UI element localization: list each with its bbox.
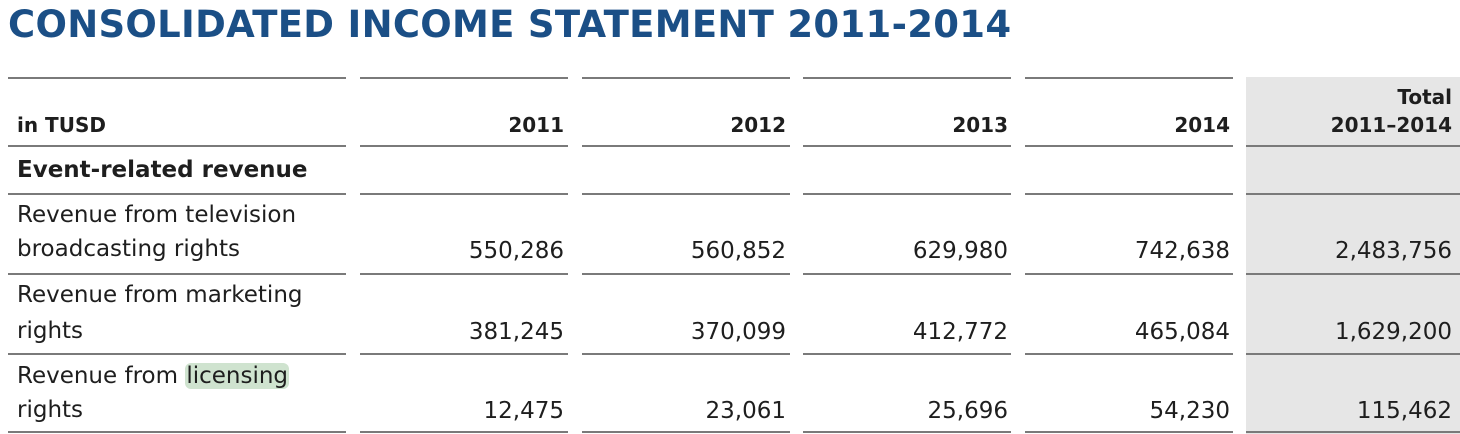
table-rule [582,193,790,195]
page-title: CONSOLIDATED INCOME STATEMENT 2011-2014 [8,3,1012,46]
row-label: rights [17,318,84,344]
table-rule [8,353,346,355]
table-rule [8,431,346,433]
table-rule [1025,193,1233,195]
row-label: Revenue from television [17,202,297,228]
row-label: Revenue from licensing [17,359,290,394]
table-rule [360,193,568,195]
row-label: Revenue from marketing [17,282,303,308]
table-rule [1025,353,1233,355]
table-rule [803,193,1011,195]
table-rule [360,273,568,275]
table-rule [582,353,790,355]
row-label-prefix: Revenue from [17,363,186,389]
cell-value: 629,980 [912,238,1008,264]
table-rule [803,431,1011,433]
table-rule [803,353,1011,355]
cell-value: 560,852 [690,238,786,264]
cell-value: 742,638 [1134,238,1230,264]
table-rule [360,145,568,147]
table-rule [1246,193,1460,195]
column-header-total: Total [1397,85,1452,109]
table-rule [8,193,346,195]
table-rule [582,145,790,147]
column-header-2014: 2014 [1174,113,1230,137]
highlighted-word: licensing [185,363,290,389]
table-rule [803,77,1011,79]
row-label: rights [17,397,84,423]
section-header: Event-related revenue [17,157,308,183]
cell-value: 465,084 [1134,319,1230,345]
unit-label: in TUSD [17,113,106,137]
cell-value: 381,245 [468,319,564,345]
table-rule [582,77,790,79]
table-rule [1025,77,1233,79]
table-rule [360,77,568,79]
cell-total: 1,629,200 [1334,319,1452,345]
table-rule [803,273,1011,275]
cell-total: 115,462 [1356,398,1452,424]
table-rule [8,145,346,147]
row-label: broadcasting rights [17,236,240,262]
cell-value: 23,061 [705,398,786,424]
cell-total: 2,483,756 [1334,238,1452,264]
cell-value: 550,286 [468,238,564,264]
table-rule [582,273,790,275]
table-rule [1246,431,1460,433]
table-rule [1025,145,1233,147]
table-rule [582,431,790,433]
table-rule [360,353,568,355]
cell-value: 12,475 [483,398,564,424]
table-rule [1246,353,1460,355]
table-rule [1025,431,1233,433]
total-column-background [1246,77,1460,434]
table-rule [803,145,1011,147]
cell-value: 412,772 [912,319,1008,345]
cell-value: 370,099 [690,319,786,345]
table-rule [1246,273,1460,275]
table-rule [1246,145,1460,147]
table-rule [1025,273,1233,275]
table-rule [8,77,346,79]
table-rule [360,431,568,433]
cell-value: 25,696 [927,398,1008,424]
table-rule [8,273,346,275]
column-header-2012: 2012 [730,113,786,137]
column-header-2013: 2013 [952,113,1008,137]
column-header-total-range: 2011–2014 [1330,113,1452,137]
column-header-2011: 2011 [508,113,564,137]
cell-value: 54,230 [1149,398,1230,424]
